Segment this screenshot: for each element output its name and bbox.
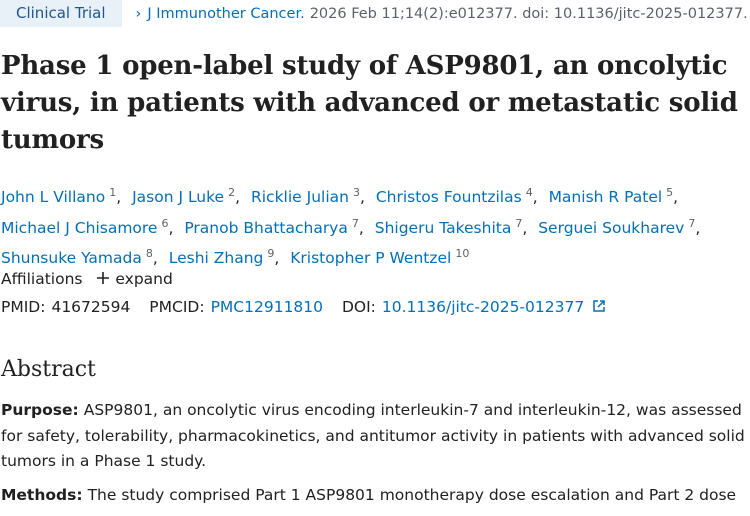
external-link-icon bbox=[593, 300, 605, 312]
separator: , bbox=[673, 188, 679, 207]
expand-toggle[interactable]: expand bbox=[87, 270, 173, 288]
author-name[interactable]: Serguei Soukharev bbox=[538, 218, 685, 237]
affiliation-number[interactable]: 7 bbox=[515, 216, 523, 230]
author: Serguei Soukharev 7, bbox=[538, 216, 706, 237]
separator: , bbox=[168, 218, 174, 237]
abstract-section: Methods: The study comprised Part 1 ASP98… bbox=[1, 483, 746, 509]
section-label: Methods: bbox=[1, 485, 83, 504]
author-name[interactable]: Manish R Patel bbox=[548, 188, 663, 207]
separator: , bbox=[235, 188, 241, 207]
doi-label: DOI: bbox=[341, 298, 376, 316]
pmcid-link[interactable]: PMC12911810 bbox=[210, 298, 324, 316]
article-title: Phase 1 open-label study of ASP9801, an … bbox=[1, 51, 738, 155]
author: Manish R Patel 5, bbox=[548, 186, 685, 207]
affiliations-label: Affiliations bbox=[1, 270, 83, 288]
author-name[interactable]: Leshi Zhang bbox=[168, 249, 264, 268]
doi-link[interactable]: 10.1136/jitc-2025-012377 bbox=[381, 298, 585, 316]
separator: , bbox=[522, 218, 528, 237]
separator: , bbox=[274, 249, 280, 268]
author-name[interactable]: Shunsuke Yamada bbox=[1, 249, 142, 268]
author-name[interactable]: Pranob Bhattacharya bbox=[184, 218, 348, 237]
author-name[interactable]: John L Villano bbox=[1, 188, 106, 207]
affiliation-number[interactable]: 6 bbox=[161, 216, 169, 230]
affiliation-number[interactable]: 7 bbox=[351, 216, 359, 230]
author: Kristopher P Wentzel 10 bbox=[290, 247, 470, 268]
author-name[interactable]: Shigeru Takeshita bbox=[374, 218, 512, 237]
author: Christos Fountzilas 4, bbox=[375, 186, 544, 207]
chevron-icon: › bbox=[135, 5, 142, 22]
abstract-section: Purpose: ASP9801, an oncolytic virus enco… bbox=[1, 398, 746, 475]
author: Michael J Chisamore 6, bbox=[1, 216, 179, 237]
section-text: ASP9801, an oncolytic virus encoding int… bbox=[1, 401, 745, 470]
expand-text: expand bbox=[115, 270, 173, 288]
affiliation-number[interactable]: 4 bbox=[525, 186, 533, 199]
citation: 2026 Feb 11;14(2):e012377. doi: 10.1136/… bbox=[309, 5, 748, 22]
affiliation-number[interactable]: 10 bbox=[455, 247, 470, 261]
page-body: Clinical Trial › J Immunother Cancer. 20… bbox=[0, 0, 748, 504]
affiliation-number[interactable]: 7 bbox=[688, 216, 696, 230]
author-name[interactable]: Michael J Chisamore bbox=[1, 218, 158, 237]
separator: , bbox=[358, 218, 364, 237]
separator: , bbox=[152, 249, 158, 268]
pmid: 41672594 bbox=[51, 298, 131, 316]
author-list: John L Villano 1, Jason J Luke 2, Ricklie … bbox=[1, 180, 746, 272]
affiliations: Affiliations expand bbox=[1, 270, 173, 288]
separator: , bbox=[116, 188, 122, 207]
author: John L Villano 1, bbox=[1, 186, 127, 207]
author: Ricklie Julian 3, bbox=[250, 186, 371, 207]
affiliation-number[interactable]: 2 bbox=[228, 186, 236, 199]
abstract-heading: Abstract bbox=[1, 357, 96, 382]
affiliation-number[interactable]: 8 bbox=[145, 247, 153, 261]
author-name[interactable]: Kristopher P Wentzel bbox=[290, 249, 452, 268]
page: PubMed article { "header": { "badge": "C… bbox=[0, 0, 748, 504]
author: Leshi Zhang 9, bbox=[168, 247, 286, 268]
affiliation-number[interactable]: 3 bbox=[352, 186, 360, 199]
author-name[interactable]: Ricklie Julian bbox=[250, 188, 349, 207]
identifiers: PMID: 41672594 PMCID: PMC12911810 DOI: 10.1… bbox=[1, 298, 605, 316]
publication-type-badge[interactable]: Clinical Trial bbox=[0, 0, 122, 27]
author: Shigeru Takeshita 7, bbox=[374, 216, 534, 237]
author: Shunsuke Yamada 8, bbox=[1, 247, 164, 268]
section-text: The study comprised Part 1 ASP9801 monot… bbox=[87, 485, 737, 504]
section-label: Purpose: bbox=[1, 401, 79, 419]
affiliation-number[interactable]: 1 bbox=[109, 186, 117, 199]
separator: , bbox=[532, 188, 538, 207]
pmid-label: PMID: bbox=[1, 298, 46, 316]
affiliation-number[interactable]: 5 bbox=[666, 186, 674, 199]
header-bar: Clinical Trial › J Immunother Cancer. 20… bbox=[0, 0, 748, 27]
separator: , bbox=[359, 188, 365, 207]
abstract: Purpose: ASP9801, an oncolytic virus enco… bbox=[1, 398, 746, 516]
author: Jason J Luke 2, bbox=[132, 186, 246, 207]
journal-link[interactable]: J Immunother Cancer. bbox=[147, 5, 305, 22]
pmcid-label: PMCID: bbox=[149, 298, 205, 316]
author-name[interactable]: Jason J Luke bbox=[132, 188, 225, 207]
plus-icon bbox=[97, 272, 110, 284]
affiliation-number[interactable]: 9 bbox=[267, 247, 275, 261]
author: Pranob Bhattacharya 7, bbox=[184, 216, 369, 237]
separator: , bbox=[695, 218, 701, 237]
author-name[interactable]: Christos Fountzilas bbox=[375, 188, 522, 207]
